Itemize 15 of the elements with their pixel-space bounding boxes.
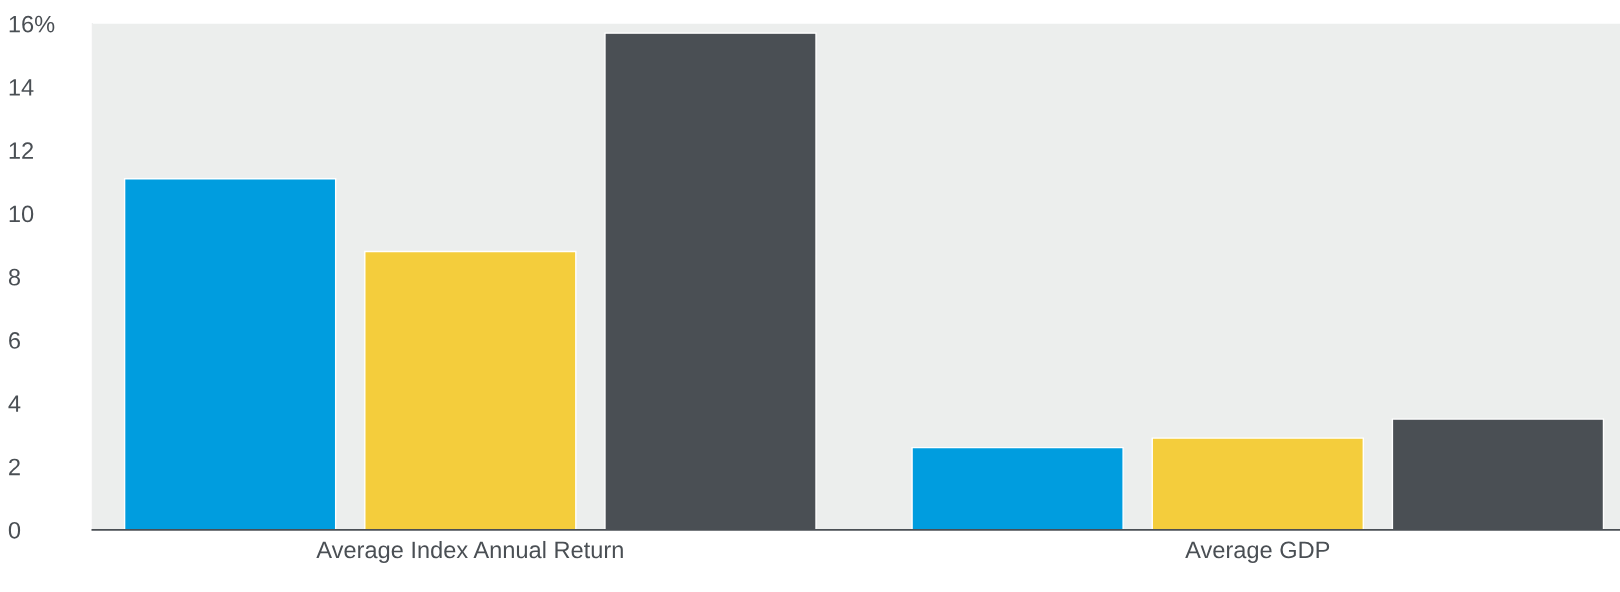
y-tick-label: 16% bbox=[9, 15, 55, 33]
bar bbox=[364, 250, 577, 530]
y-tick-label: 10 bbox=[9, 205, 34, 223]
x-tick-label: Average Index Annual Return bbox=[316, 540, 623, 563]
y-tick-label: 4 bbox=[8, 395, 21, 412]
y-tick-label: 0 bbox=[8, 521, 21, 539]
bar bbox=[911, 446, 1124, 530]
y-tick-label: 6 bbox=[9, 332, 20, 349]
y-tick-label: 12 bbox=[9, 142, 33, 159]
y-tick-label: 8 bbox=[8, 268, 21, 286]
bar bbox=[123, 177, 337, 530]
y-tick-label: 14 bbox=[9, 79, 34, 96]
x-tick-label: Average GDP bbox=[1185, 541, 1330, 563]
y-tick-label: 2 bbox=[9, 458, 20, 476]
bar bbox=[1151, 437, 1364, 530]
